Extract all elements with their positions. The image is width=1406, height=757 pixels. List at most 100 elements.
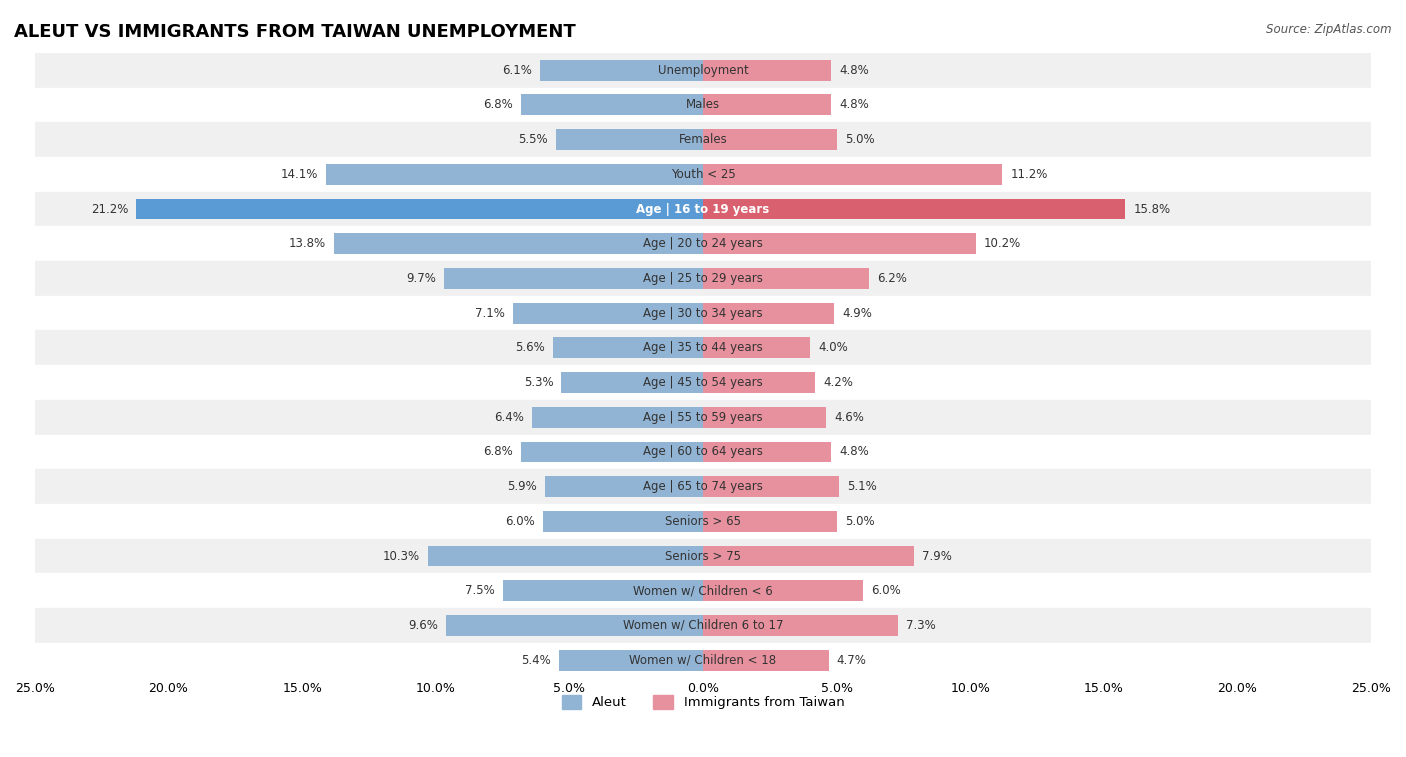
Text: 10.2%: 10.2% <box>984 237 1021 251</box>
Text: 4.6%: 4.6% <box>834 411 863 424</box>
Bar <box>703 615 898 636</box>
Bar <box>35 608 1371 643</box>
Text: 6.0%: 6.0% <box>505 515 534 528</box>
Text: 5.1%: 5.1% <box>848 480 877 493</box>
Bar <box>35 365 1371 400</box>
Text: 4.8%: 4.8% <box>839 64 869 76</box>
Bar <box>35 226 1371 261</box>
Bar <box>703 338 810 358</box>
Text: 4.8%: 4.8% <box>839 445 869 459</box>
Bar <box>546 476 703 497</box>
Bar <box>703 476 839 497</box>
Text: Age | 16 to 19 years: Age | 16 to 19 years <box>637 203 769 216</box>
Bar <box>35 469 1371 504</box>
Text: 7.1%: 7.1% <box>475 307 505 319</box>
Text: 5.4%: 5.4% <box>522 653 551 667</box>
Bar <box>35 331 1371 365</box>
Bar <box>703 372 815 393</box>
Text: 5.5%: 5.5% <box>519 133 548 146</box>
Bar <box>703 407 825 428</box>
Text: Seniors > 75: Seniors > 75 <box>665 550 741 562</box>
Bar <box>703 650 828 671</box>
Bar <box>540 60 703 80</box>
Bar <box>513 303 703 323</box>
Text: 5.0%: 5.0% <box>845 515 875 528</box>
Text: 6.8%: 6.8% <box>484 98 513 111</box>
Bar <box>703 198 1125 220</box>
Bar <box>703 129 837 150</box>
Text: 13.8%: 13.8% <box>290 237 326 251</box>
Text: 9.7%: 9.7% <box>406 272 436 285</box>
Text: 4.7%: 4.7% <box>837 653 866 667</box>
Text: 7.9%: 7.9% <box>922 550 952 562</box>
Text: Age | 65 to 74 years: Age | 65 to 74 years <box>643 480 763 493</box>
Bar <box>35 88 1371 123</box>
Text: Age | 30 to 34 years: Age | 30 to 34 years <box>643 307 763 319</box>
Bar <box>35 123 1371 157</box>
Bar <box>703 581 863 601</box>
Bar <box>531 407 703 428</box>
Text: 4.2%: 4.2% <box>824 376 853 389</box>
Text: 4.8%: 4.8% <box>839 98 869 111</box>
Text: 5.9%: 5.9% <box>508 480 537 493</box>
Bar <box>444 268 703 289</box>
Bar <box>35 53 1371 88</box>
Bar <box>35 573 1371 608</box>
Text: 7.5%: 7.5% <box>465 584 495 597</box>
Text: Age | 60 to 64 years: Age | 60 to 64 years <box>643 445 763 459</box>
Text: 5.0%: 5.0% <box>845 133 875 146</box>
Bar <box>703 164 1002 185</box>
Bar <box>522 95 703 115</box>
Text: Age | 25 to 29 years: Age | 25 to 29 years <box>643 272 763 285</box>
Bar <box>703 441 831 463</box>
Bar <box>703 511 837 531</box>
Bar <box>558 650 703 671</box>
Text: Source: ZipAtlas.com: Source: ZipAtlas.com <box>1267 23 1392 36</box>
Text: 4.9%: 4.9% <box>842 307 872 319</box>
Text: 14.1%: 14.1% <box>281 168 318 181</box>
Bar <box>35 261 1371 296</box>
Text: 5.3%: 5.3% <box>523 376 554 389</box>
Bar <box>35 643 1371 678</box>
Text: Age | 35 to 44 years: Age | 35 to 44 years <box>643 341 763 354</box>
Text: 9.6%: 9.6% <box>409 619 439 632</box>
Bar <box>35 539 1371 573</box>
Text: Women w/ Children < 18: Women w/ Children < 18 <box>630 653 776 667</box>
Text: Males: Males <box>686 98 720 111</box>
Text: Youth < 25: Youth < 25 <box>671 168 735 181</box>
Text: Age | 45 to 54 years: Age | 45 to 54 years <box>643 376 763 389</box>
Bar <box>554 338 703 358</box>
Text: 11.2%: 11.2% <box>1011 168 1047 181</box>
Bar <box>35 504 1371 539</box>
Text: 6.2%: 6.2% <box>877 272 907 285</box>
Bar <box>703 233 976 254</box>
Bar <box>35 157 1371 192</box>
Bar <box>703 546 914 566</box>
Text: Unemployment: Unemployment <box>658 64 748 76</box>
Bar <box>703 95 831 115</box>
Text: 7.3%: 7.3% <box>905 619 936 632</box>
Text: 4.0%: 4.0% <box>818 341 848 354</box>
Bar <box>35 400 1371 435</box>
Bar <box>136 198 703 220</box>
Bar <box>703 268 869 289</box>
Bar <box>326 164 703 185</box>
Legend: Aleut, Immigrants from Taiwan: Aleut, Immigrants from Taiwan <box>557 690 849 715</box>
Bar <box>427 546 703 566</box>
Bar <box>561 372 703 393</box>
Bar <box>502 581 703 601</box>
Text: 10.3%: 10.3% <box>382 550 420 562</box>
Text: 15.8%: 15.8% <box>1133 203 1170 216</box>
Text: Females: Females <box>679 133 727 146</box>
Text: 21.2%: 21.2% <box>91 203 128 216</box>
Bar <box>703 60 831 80</box>
Text: 5.6%: 5.6% <box>516 341 546 354</box>
Text: Seniors > 65: Seniors > 65 <box>665 515 741 528</box>
Text: Age | 20 to 24 years: Age | 20 to 24 years <box>643 237 763 251</box>
Bar <box>35 192 1371 226</box>
Bar <box>555 129 703 150</box>
Text: Women w/ Children < 6: Women w/ Children < 6 <box>633 584 773 597</box>
Text: 6.1%: 6.1% <box>502 64 531 76</box>
Text: ALEUT VS IMMIGRANTS FROM TAIWAN UNEMPLOYMENT: ALEUT VS IMMIGRANTS FROM TAIWAN UNEMPLOY… <box>14 23 576 41</box>
Bar <box>335 233 703 254</box>
